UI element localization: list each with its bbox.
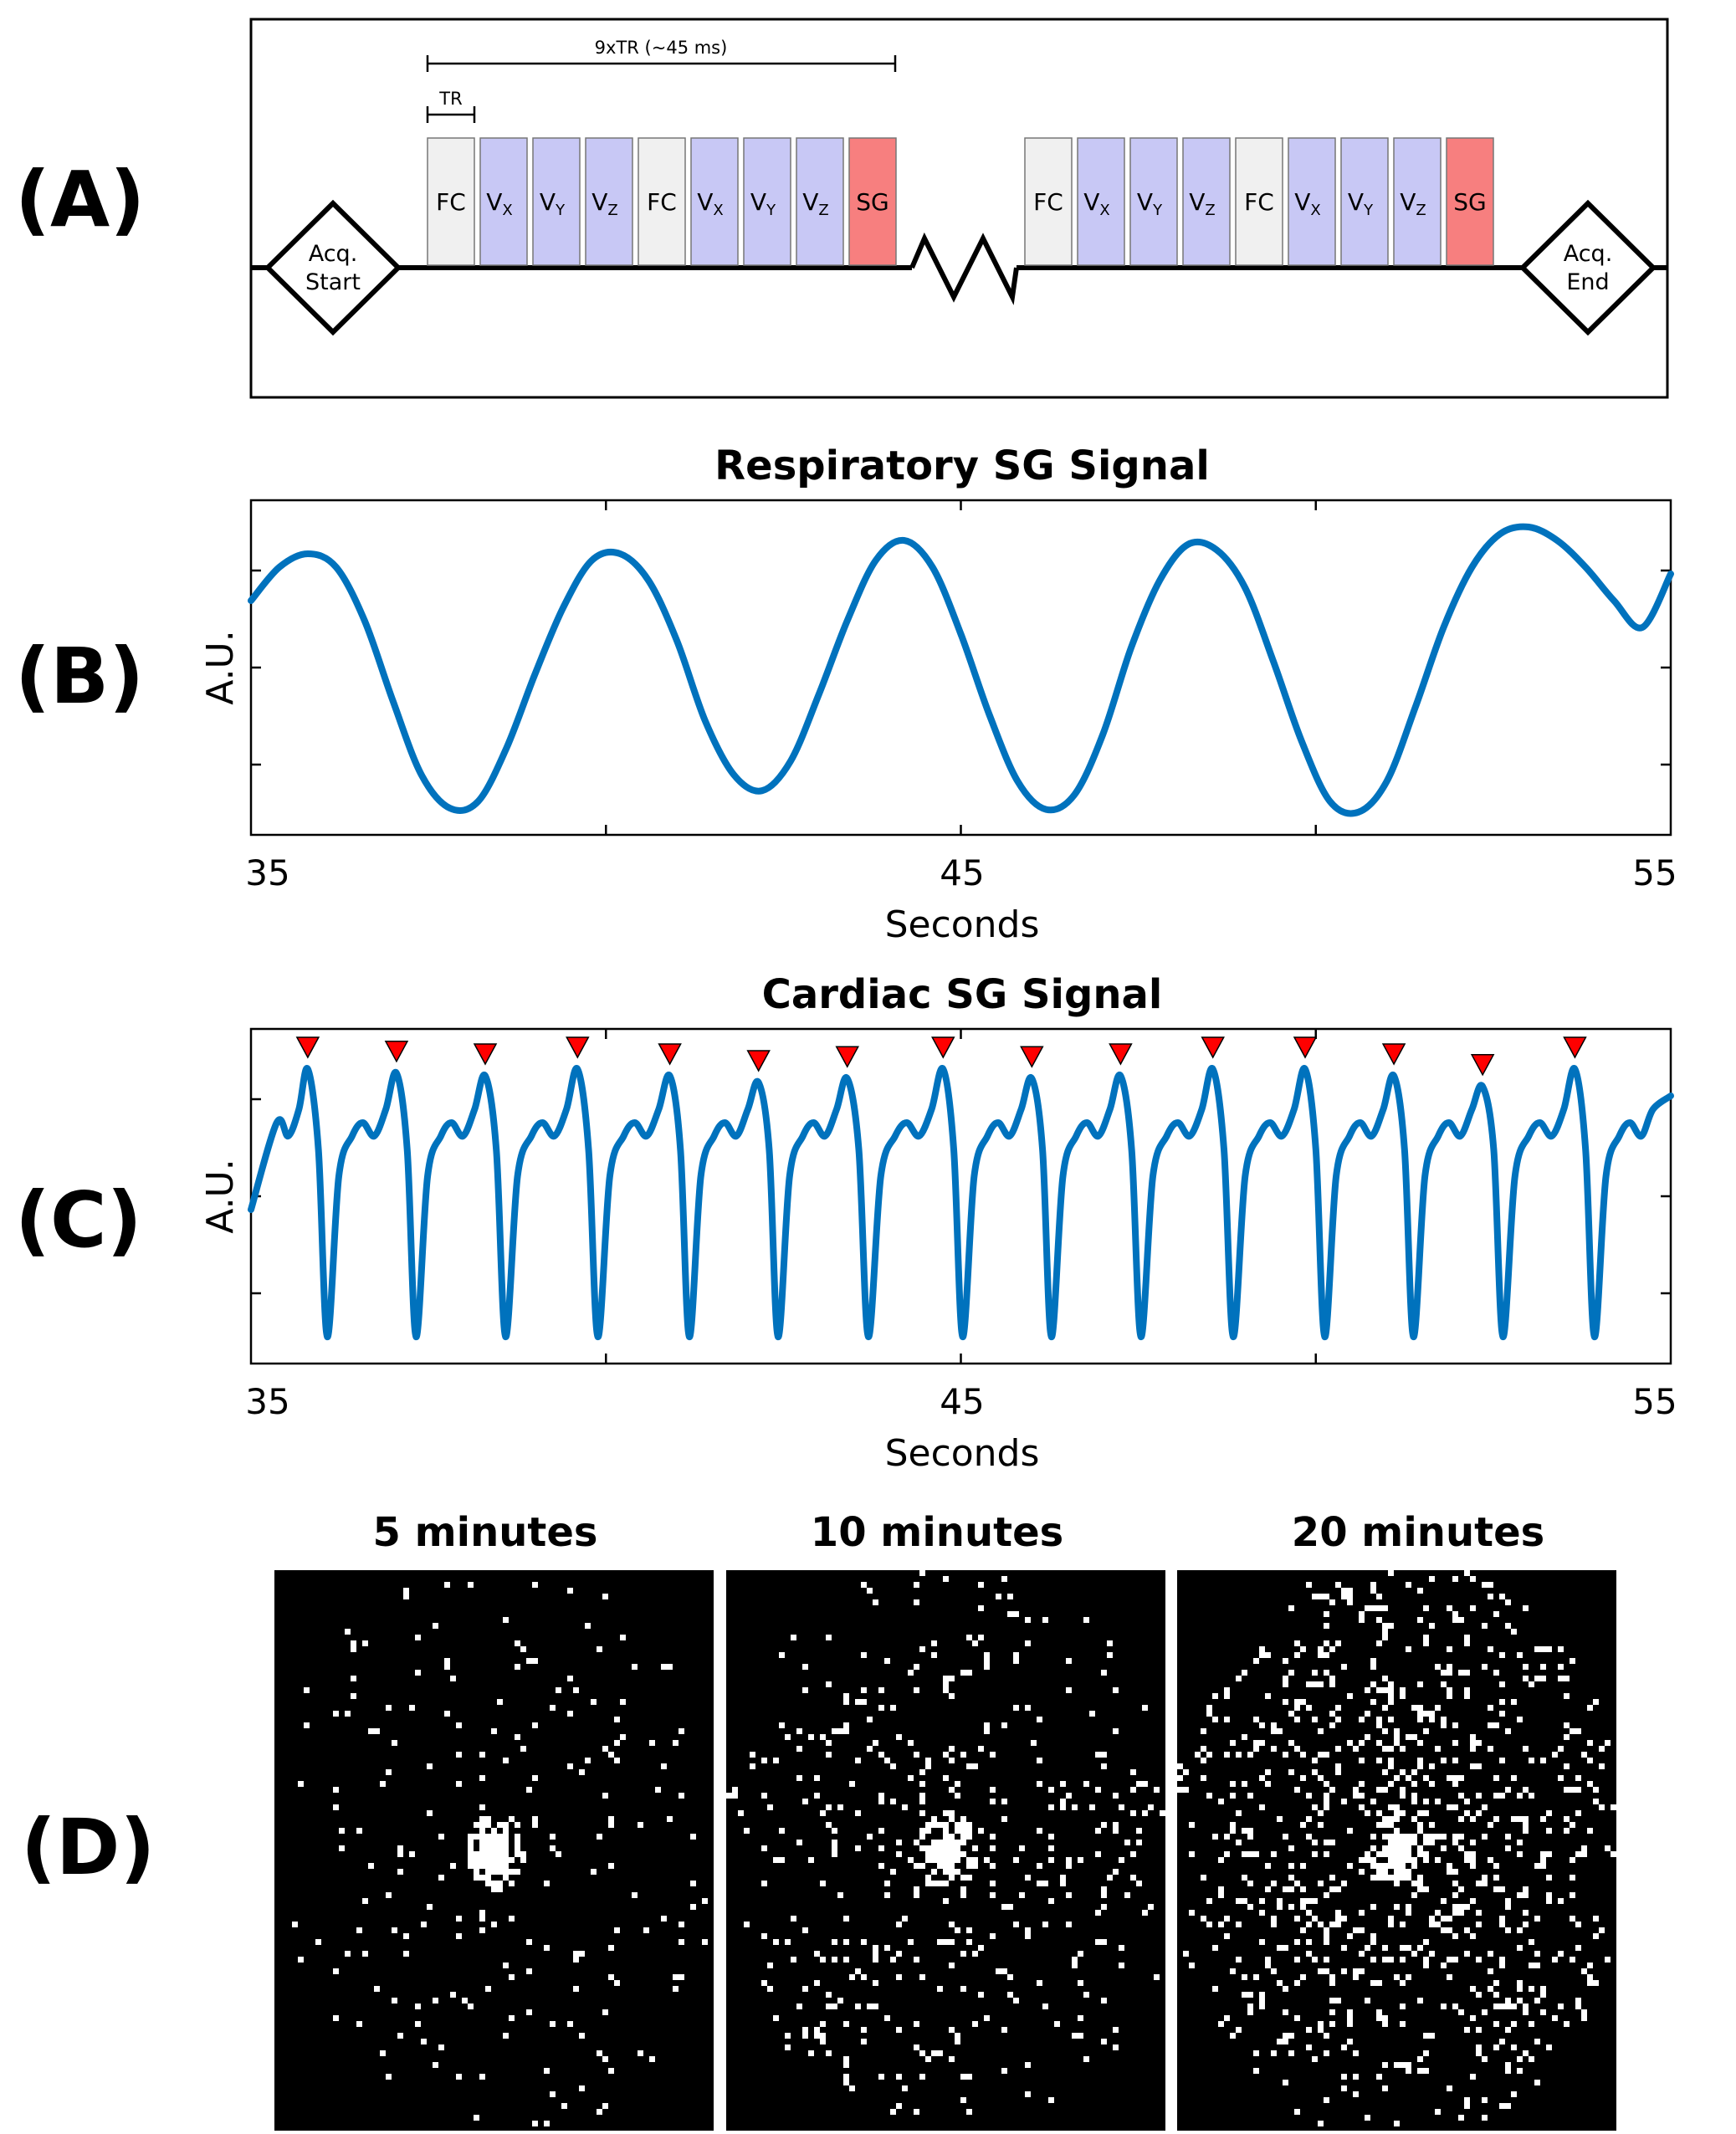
block-right-0 <box>1024 137 1073 266</box>
card-peak-marker-11 <box>1293 1036 1318 1059</box>
block-group-left: FC VX VY VZ FC VX VY VZ SG <box>427 137 897 266</box>
card-xtick-label-55: 55 <box>1632 1381 1677 1422</box>
sampling-masks: 5 minutes 10 minutes 20 minutes <box>274 1509 1616 2131</box>
acq-start-line2: Start <box>305 269 361 295</box>
acq-end-line2: End <box>1566 269 1609 295</box>
resp-xlabel: Seconds <box>885 903 1040 946</box>
block-label-left-4: FC <box>647 188 677 216</box>
block-label-left-0: FC <box>436 188 466 216</box>
block-label-right-0: FC <box>1033 188 1063 216</box>
block-label-right-8: SG <box>1453 188 1486 216</box>
respiratory-chart: Respiratory SG Signal 35 45 55 Seconds A… <box>199 443 1677 946</box>
card-peak-marker-3 <box>566 1036 590 1059</box>
mask-image-5-minutes <box>274 1570 714 2131</box>
mask-title-5: 5 minutes <box>373 1509 598 1556</box>
block-label-right-4: FC <box>1244 188 1274 216</box>
panel-label-d: (D) <box>21 1803 155 1892</box>
card-peak-marker-10 <box>1201 1036 1225 1059</box>
mask-image-10-minutes <box>726 1570 1165 2131</box>
block-label-left-3: VZ <box>591 188 618 219</box>
sequence-frame <box>249 18 1669 399</box>
resp-chart-title: Respiratory SG Signal <box>714 443 1210 489</box>
tr-annotation: TR <box>426 89 476 123</box>
panel-label-b: (B) <box>15 632 144 721</box>
card-ylabel: A.U. <box>199 1159 242 1234</box>
card-peak-marker-9 <box>1109 1043 1133 1066</box>
block-left-1 <box>479 137 528 266</box>
block-left-6 <box>743 137 791 266</box>
card-peak-marker-5 <box>746 1050 771 1072</box>
block-right-8 <box>1446 137 1494 266</box>
block-right-1 <box>1077 137 1125 266</box>
block-left-4 <box>638 137 686 266</box>
mask-samples-2 <box>1177 1570 1616 2126</box>
card-xtick-label-45: 45 <box>940 1381 984 1422</box>
acq-start-diamond: Acq. Start <box>264 199 402 336</box>
block-right-7 <box>1393 137 1442 266</box>
card-peak-marker-8 <box>1020 1046 1044 1068</box>
block-group-right: FC VX VY VZ FC VX VY VZ SG <box>1024 137 1494 266</box>
mask-samples-0 <box>292 1582 708 2126</box>
span-label: 9xTR (~45 ms) <box>595 38 728 58</box>
card-chart-title: Cardiac SG Signal <box>762 971 1163 1018</box>
block-left-7 <box>796 137 844 266</box>
block-right-6 <box>1340 137 1389 266</box>
card-peak-markers <box>295 1036 1587 1077</box>
sequence-diagram: Acq. Start Acq. End FC VX VY VZ FC VX VY VZ SG F… <box>249 18 1669 399</box>
card-peak-marker-7 <box>931 1036 955 1059</box>
block-left-2 <box>532 137 581 266</box>
card-peak-marker-6 <box>835 1046 859 1068</box>
block-right-3 <box>1182 137 1231 266</box>
mask-samples-1 <box>726 1570 1165 2115</box>
resp-ticks <box>251 500 1671 835</box>
block-left-0 <box>427 137 475 266</box>
resp-series-line <box>248 523 1674 817</box>
mask-title-20: 20 minutes <box>1292 1509 1544 1556</box>
mask-image-20-minutes <box>1177 1570 1616 2131</box>
card-peak-marker-12 <box>1381 1043 1406 1066</box>
mask-title-10: 10 minutes <box>811 1509 1063 1556</box>
card-series-line <box>248 1065 1674 1341</box>
cardiac-chart: Cardiac SG Signal 35 45 55 Seconds A.U. <box>199 971 1677 1475</box>
resp-xtick-label-55: 55 <box>1632 852 1677 893</box>
block-right-2 <box>1129 137 1178 266</box>
card-peak-marker-0 <box>295 1036 320 1059</box>
card-peak-marker-1 <box>384 1041 409 1063</box>
block-left-8 <box>848 137 897 266</box>
block-label-left-8: SG <box>856 188 888 216</box>
block-right-5 <box>1288 137 1336 266</box>
acq-end-line1: Acq. <box>1564 241 1613 267</box>
resp-ylabel: A.U. <box>199 630 242 705</box>
panel-label-a: (A) <box>15 155 145 244</box>
block-left-3 <box>585 137 633 266</box>
card-peak-marker-4 <box>658 1043 682 1066</box>
panel-label-c: (C) <box>15 1175 142 1265</box>
resp-plot-area <box>249 499 1672 837</box>
resp-xtick-label-35: 35 <box>245 852 289 893</box>
acq-start-line1: Acq. <box>309 241 358 267</box>
card-peak-marker-2 <box>473 1043 498 1066</box>
block-left-5 <box>690 137 739 266</box>
acq-end-diamond: Acq. End <box>1518 199 1657 336</box>
break-zigzag <box>909 232 1019 305</box>
tr-label: TR <box>438 89 462 109</box>
card-xtick-label-35: 35 <box>245 1381 289 1422</box>
card-xlabel: Seconds <box>885 1432 1040 1475</box>
block-right-4 <box>1235 137 1283 266</box>
span-annotation: 9xTR (~45 ms) <box>426 38 897 72</box>
resp-xtick-label-45: 45 <box>940 852 984 893</box>
card-peak-marker-14 <box>1563 1036 1587 1059</box>
card-peak-marker-13 <box>1470 1054 1495 1077</box>
